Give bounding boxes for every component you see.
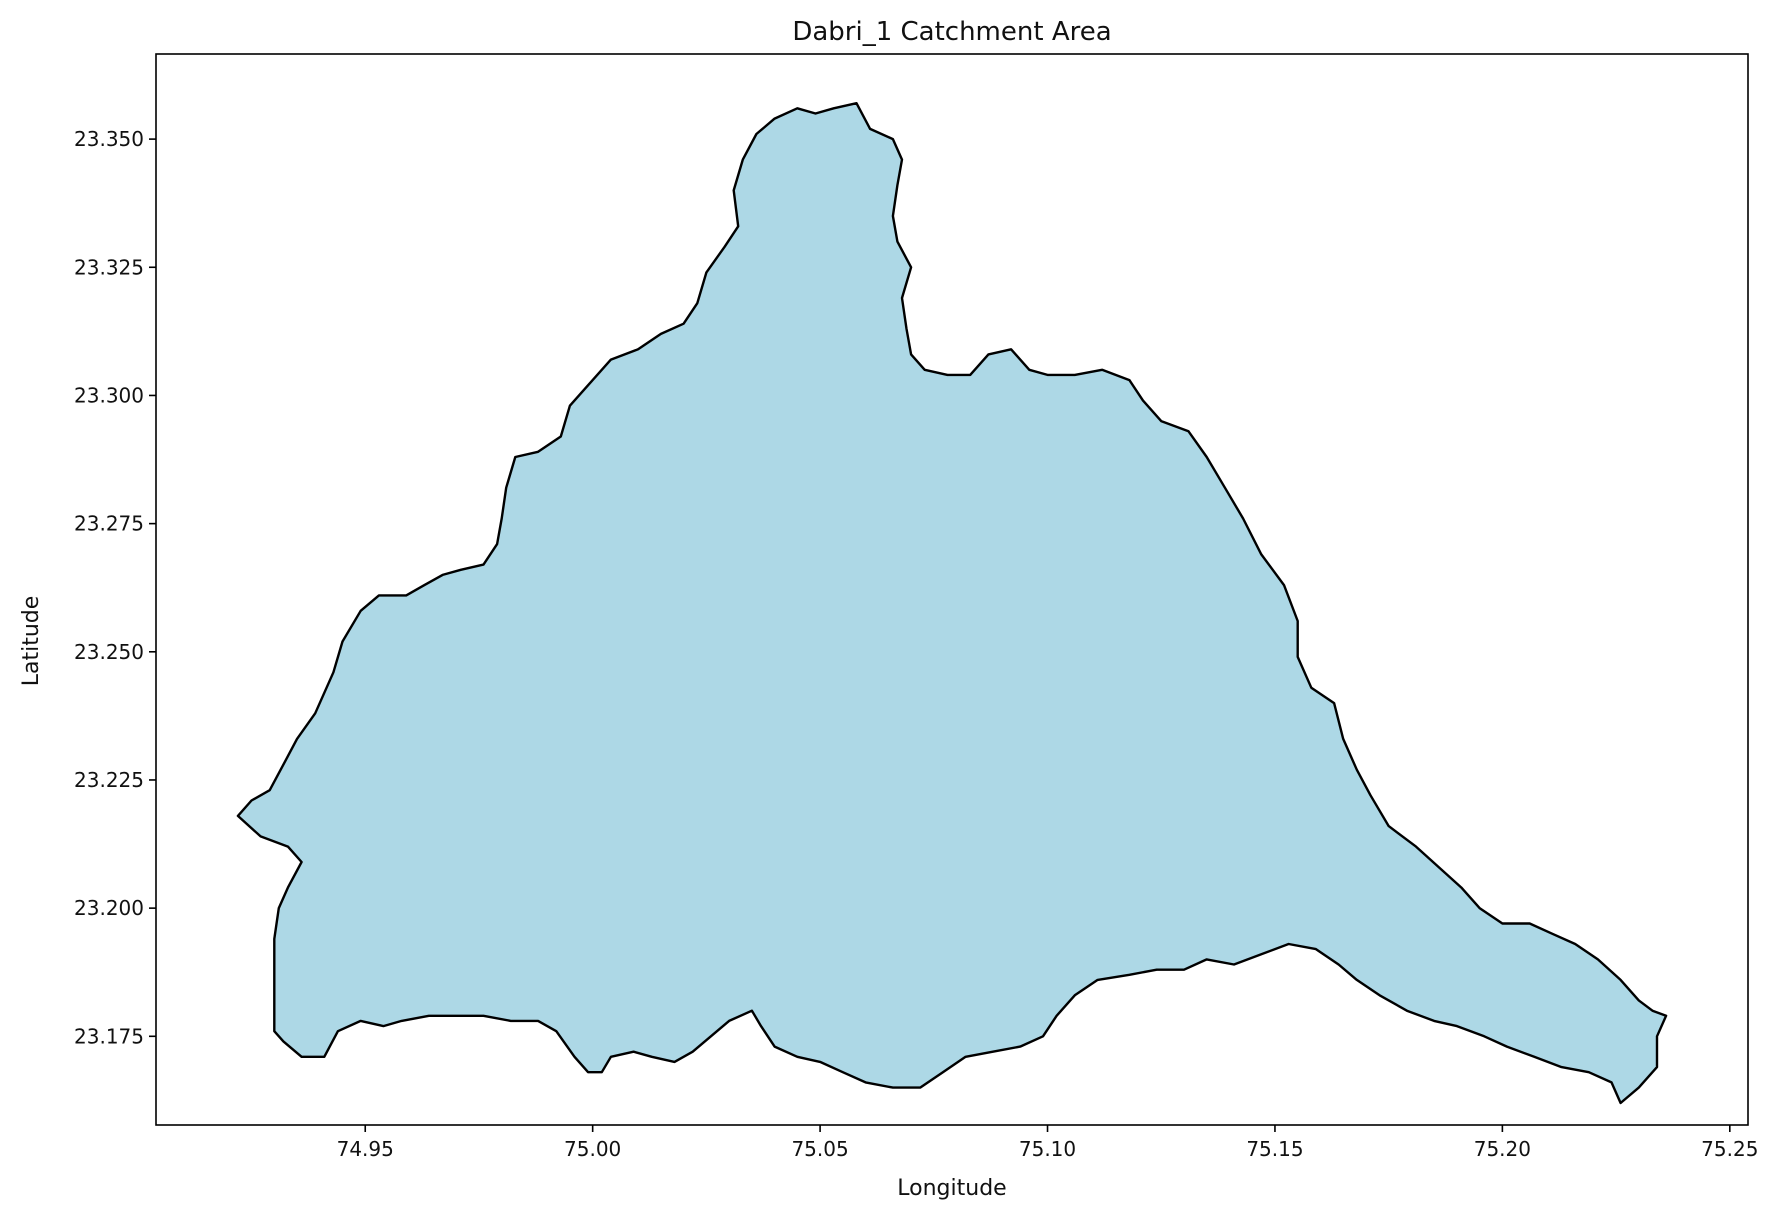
y-tick-label: 23.175 [74, 1024, 144, 1048]
x-tick-label: 75.10 [1019, 1137, 1076, 1161]
x-tick-label: 75.15 [1246, 1137, 1303, 1161]
x-axis-label: Longitude [897, 1176, 1006, 1201]
y-tick-label: 23.325 [74, 255, 144, 279]
x-tick-label: 75.00 [564, 1137, 621, 1161]
chart-title: Dabri_1 Catchment Area [792, 17, 1111, 47]
y-axis-label: Latitude [19, 596, 44, 687]
x-tick-label: 75.25 [1701, 1137, 1758, 1161]
x-tick-label: 75.20 [1474, 1137, 1531, 1161]
x-tick-label: 74.95 [337, 1137, 394, 1161]
y-tick-label: 23.275 [74, 512, 144, 536]
y-tick-label: 23.200 [74, 896, 144, 920]
y-tick-label: 23.350 [74, 127, 144, 151]
y-tick-label: 23.250 [74, 640, 144, 664]
axes-frame [155, 53, 1749, 1126]
x-tick-label: 75.05 [791, 1137, 848, 1161]
y-axis-ticks: 23.175 23.200 23.225 23.250 23.275 23.300 23.3… [74, 127, 156, 1048]
catchment-polygon [236, 102, 1668, 1105]
y-tick-label: 23.300 [74, 383, 144, 407]
plot-area [155, 53, 1749, 1126]
x-axis-ticks: 74.95 75.00 75.05 75.10 75.15 75.20 75.25 [337, 1125, 1758, 1161]
y-tick-label: 23.225 [74, 768, 144, 792]
